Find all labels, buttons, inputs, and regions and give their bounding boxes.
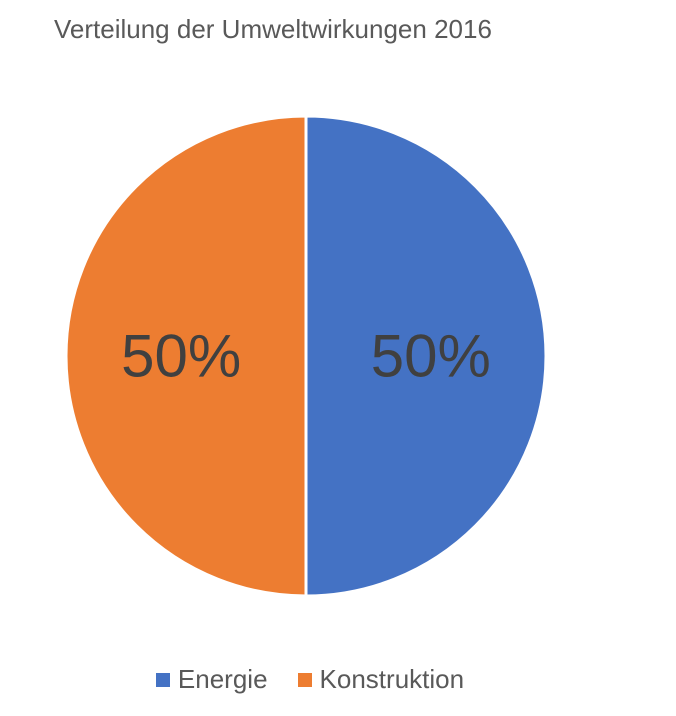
legend-swatch-konstruktion — [297, 672, 312, 687]
legend-item-konstruktion: Konstruktion — [297, 664, 465, 695]
legend-item-energie: Energie — [155, 664, 268, 695]
pie-slice-energie — [304, 114, 548, 598]
chart-legend: Energie Konstruktion — [0, 664, 620, 695]
data-label-konstruktion: 50% — [121, 323, 241, 390]
legend-swatch-energie — [155, 672, 170, 687]
pie-slice-konstruktion — [64, 114, 308, 598]
chart-title: Verteilung der Umweltwirkungen 2016 — [54, 14, 492, 44]
legend-label-energie: Energie — [177, 664, 268, 694]
legend-label-konstruktion: Konstruktion — [319, 664, 465, 694]
data-label-energie: 50% — [371, 323, 491, 390]
